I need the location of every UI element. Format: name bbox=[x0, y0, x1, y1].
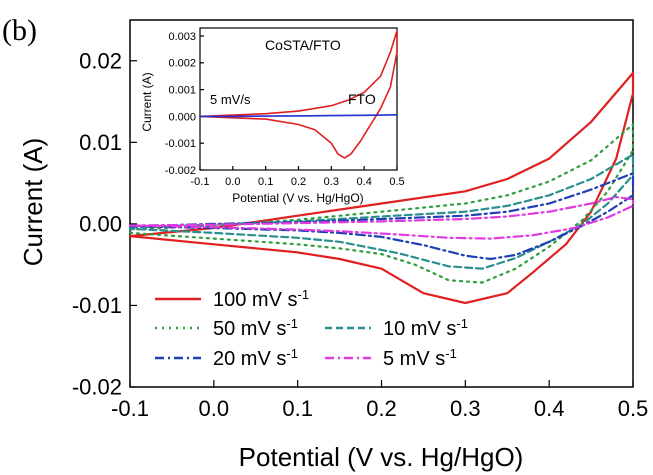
inset-y-axis-label: Current (A) bbox=[140, 72, 154, 131]
x-tick-label: 0.2 bbox=[291, 176, 306, 188]
series-line bbox=[128, 195, 635, 240]
series-line bbox=[128, 172, 635, 261]
main-chart: -0.1 0.0 0.1 0.2 0.3 0.4 0.5 -0.02 -0.01 0.00 0.0… bbox=[18, 19, 648, 472]
x-tick-label: -0.1 bbox=[191, 176, 210, 188]
main-x-axis-label: Potential (V vs. Hg/HgO) bbox=[239, 442, 524, 472]
x-tick-label: 0.5 bbox=[618, 396, 649, 421]
legend-label: 5 mV s-1 bbox=[383, 346, 457, 371]
legend-label: 100 mV s-1 bbox=[213, 287, 309, 312]
x-tick-label: 0.3 bbox=[450, 396, 481, 421]
x-tick-label: 0.4 bbox=[357, 176, 372, 188]
y-tick-label: 0.002 bbox=[168, 58, 196, 70]
inset-series-group bbox=[199, 29, 398, 159]
y-tick-label: -0.001 bbox=[165, 138, 196, 150]
inset-label-fto: FTO bbox=[348, 91, 376, 107]
inset-y-ticks: -0.002 -0.001 0.000 0.001 0.002 0.003 bbox=[165, 31, 204, 177]
series-line bbox=[128, 153, 635, 270]
inset-chart: -0.1 0.0 0.1 0.2 0.3 0.4 0.5 -0.002 -0.001 0.000… bbox=[140, 26, 405, 205]
y-tick-label: 0.000 bbox=[168, 111, 196, 123]
main-series-group bbox=[128, 71, 635, 305]
legend-label: 20 mV s-1 bbox=[213, 346, 298, 371]
panel-label: (b) bbox=[2, 14, 37, 47]
series-line bbox=[199, 29, 398, 159]
x-tick-label: 0.3 bbox=[324, 176, 339, 188]
y-tick-label: 0.001 bbox=[168, 84, 196, 96]
inset-label-costa-fto: CoSTA/FTO bbox=[265, 37, 341, 53]
x-tick-label: 0.1 bbox=[258, 176, 273, 188]
y-tick-label: 0.00 bbox=[79, 212, 122, 237]
inset-x-axis-label: Potential (V vs. Hg/HgO) bbox=[232, 191, 363, 205]
series-line bbox=[128, 123, 635, 284]
x-tick-label: -0.1 bbox=[111, 396, 149, 421]
y-tick-label: 0.02 bbox=[79, 48, 122, 73]
main-y-ticks: -0.02 -0.01 0.00 0.01 0.02 bbox=[72, 48, 137, 400]
main-x-ticks: -0.1 0.0 0.1 0.2 0.3 0.4 0.5 bbox=[111, 380, 648, 421]
inset-x-ticks: -0.1 0.0 0.1 0.2 0.3 0.4 0.5 bbox=[191, 166, 405, 188]
x-tick-label: 0.2 bbox=[366, 396, 397, 421]
inset-background bbox=[198, 26, 398, 172]
y-tick-label: -0.01 bbox=[72, 293, 122, 318]
legend-label: 10 mV s-1 bbox=[383, 316, 468, 341]
x-tick-label: 0.0 bbox=[225, 176, 240, 188]
x-tick-label: 0.5 bbox=[389, 176, 404, 188]
legend-label: 50 mV s-1 bbox=[213, 316, 298, 341]
legend: 100 mV s-1 50 mV s-1 10 mV s-1 20 mV s-1 5 m… bbox=[155, 287, 468, 371]
y-tick-label: 0.003 bbox=[168, 31, 196, 43]
x-tick-label: 0.4 bbox=[534, 396, 565, 421]
y-tick-label: -0.02 bbox=[72, 375, 122, 400]
y-tick-label: -0.002 bbox=[165, 165, 196, 177]
x-tick-label: 0.1 bbox=[282, 396, 313, 421]
x-tick-label: 0.0 bbox=[199, 396, 230, 421]
main-y-axis-label: Current (A) bbox=[18, 138, 48, 267]
y-tick-label: 0.01 bbox=[79, 130, 122, 155]
inset-scan-rate-label: 5 mV/s bbox=[210, 92, 251, 107]
series-line bbox=[199, 114, 398, 118]
